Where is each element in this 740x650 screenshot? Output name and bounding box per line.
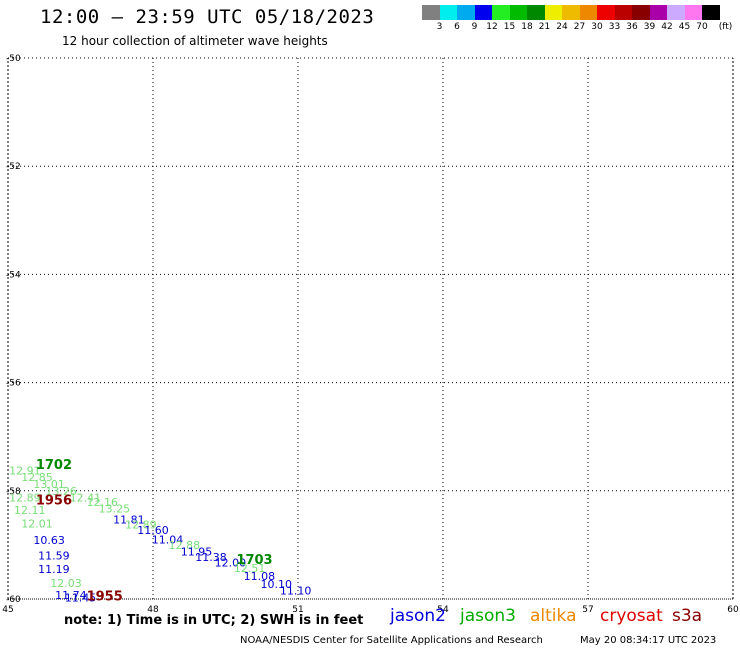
wave-height-value: 10.63 [33,534,65,547]
wave-height-value: 11.81 [113,513,145,526]
colorbar-swatch [579,5,597,20]
wave-height-colorbar [422,5,720,20]
satellite-legend-jason3: jason3 [460,606,516,626]
satellite-legend-cryosat: cryosat [600,606,663,626]
plot-border [7,57,734,600]
colorbar-swatch [457,5,475,20]
map-title: 12:00 – 23:59 UTC 05/18/2023 [40,6,375,28]
wave-height-value: 13.26 [45,485,77,498]
lat-tick-label: -56 [6,379,21,389]
wave-height-value: 12.03 [50,577,82,590]
footer-source: NOAA/NESDIS Center for Satellite Applica… [240,635,543,646]
wave-height-value: 12.88 [169,539,201,552]
lat-tick-label: -58 [6,487,21,497]
colorbar-swatch [614,5,632,20]
colorbar-label: 12 [486,22,498,32]
wave-height-value: 12.41 [70,492,102,505]
colorbar-swatch [562,5,580,20]
pass-time-label: 1702 [36,458,72,473]
wave-height-value: 11.10 [280,585,312,598]
colorbar-swatch [509,5,527,20]
colorbar-swatch [702,5,720,20]
colorbar-swatch [527,5,545,20]
colorbar-swatch [632,5,650,20]
colorbar-label: 39 [643,22,656,32]
colorbar-label: 24 [556,22,568,32]
colorbar-label: 9 [471,22,478,32]
colorbar-swatch [649,5,667,20]
colorbar-label: 27 [573,22,586,32]
lat-tick-label: -54 [6,270,21,280]
lon-tick-label: 48 [147,605,159,615]
wave-height-value: 12.89 [125,519,157,532]
wave-height-value: 13.01 [33,478,65,491]
wave-height-value: 12.51 [234,562,266,575]
footer-timestamp: May 20 08:34:17 UTC 2023 [580,635,717,646]
wave-height-value: 12.91 [9,465,41,478]
wave-height-value: 12.16 [87,496,119,509]
colorbar-swatch [474,5,492,20]
wave-height-value: 11.45 [65,592,97,605]
lon-tick-label: 45 [2,605,13,615]
wave-height-value: 12.01 [21,518,53,531]
lon-tick-label: 57 [582,605,593,615]
pass-time-label: 1955 [87,590,123,605]
satellite-legend-s3a: s3a [672,606,703,626]
colorbar-swatch [439,5,457,20]
colorbar-label: 36 [626,22,638,32]
satellite-legend-jason2: jason2 [390,606,446,626]
colorbar-labels: 3 6 9 12 15 18 21 24 27 30 33 36 39 42 45 70 (ft) [422,22,740,34]
satellite-legend-altika: altika [530,606,577,626]
colorbar-label: 15 [503,22,516,32]
colorbar-label: 70 [696,22,708,32]
wave-height-value: 11.04 [152,533,184,546]
colorbar-swatch [544,5,562,20]
lon-tick-label: 60 [727,605,739,615]
lat-tick-label: -50 [6,54,21,64]
wave-height-value: 11.19 [38,563,70,576]
wave-height-value: 12.11 [14,504,46,517]
lat-tick-label: -52 [6,162,21,172]
wave-height-value: 12.85 [21,471,53,484]
colorbar-swatch [422,5,440,20]
lon-tick-label: 51 [292,605,303,615]
colorbar-label: 6 [454,22,460,32]
pass-time-label: 1956 [36,493,72,508]
colorbar-label: 3 [436,22,443,32]
wave-height-value: 12.89 [9,492,41,505]
note-text: note: 1) Time is in UTC; 2) SWH is in fe… [64,613,364,628]
wave-height-value: 11.38 [195,551,227,564]
colorbar-label: 42 [661,22,673,32]
colorbar-label: 45 [678,22,691,32]
colorbar-swatch [684,5,702,20]
wave-height-value: 12.00 [215,557,247,570]
wave-height-value: 11.60 [137,524,169,537]
lat-tick-label: -60 [6,595,21,605]
wave-height-value: 11.08 [244,570,276,583]
map-subtitle: 12 hour collection of altimeter wave hei… [62,34,328,48]
colorbar-unit: (ft) [718,22,733,32]
wave-height-value: 13.25 [99,502,131,515]
colorbar-label: 33 [608,22,621,32]
colorbar-label: 30 [591,22,603,32]
lon-tick-label: 54 [437,605,449,615]
pass-time-label: 1703 [236,553,272,568]
colorbar-swatch [492,5,510,20]
colorbar-swatch [667,5,685,20]
colorbar-swatch [597,5,615,20]
wave-height-value: 11.59 [38,550,70,563]
colorbar-label: 21 [538,22,551,32]
colorbar-label: 18 [521,22,533,32]
wave-height-value: 11.95 [181,546,213,559]
wave-height-value: 11.74 [55,589,87,602]
wave-height-value: 10.10 [261,578,293,591]
